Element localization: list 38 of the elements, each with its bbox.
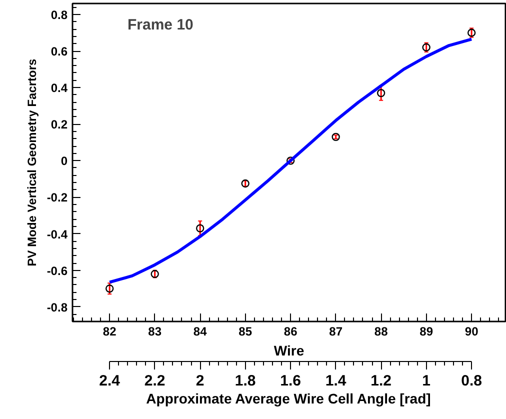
- x-tick-label: 90: [464, 324, 479, 338]
- y-tick-label: -0.2: [46, 190, 68, 205]
- x2-tick-label: 0.8: [461, 372, 482, 390]
- x-tick-label: 84: [193, 324, 208, 338]
- y-axis-title: PV Mode Vertical Geometry Facrtors: [24, 58, 39, 266]
- y-tick-label: -0.8: [46, 300, 68, 314]
- point: [376, 88, 386, 98]
- point: [286, 156, 295, 165]
- x-tick-label: 82: [102, 324, 117, 338]
- y-tick-label: 0.2: [50, 118, 68, 132]
- x-tick-label: 87: [329, 324, 343, 338]
- x2-tick-label: 1: [422, 372, 430, 390]
- x2-tick-label: 1.2: [370, 372, 392, 390]
- x2-tick-label: 1.6: [280, 372, 302, 390]
- point: [467, 28, 476, 37]
- x2-axis-title: Approximate Average Wire Cell Angle [rad]: [146, 390, 431, 406]
- point: [106, 284, 114, 293]
- y-tick-label: -0.6: [46, 264, 68, 278]
- x2-tick-label: 1.8: [234, 372, 256, 390]
- x-tick-label: 88: [374, 324, 388, 338]
- x2-tick-label: 1.4: [325, 372, 347, 390]
- x2-tick-label: 2.2: [144, 372, 166, 390]
- x-axis-title: Wire: [274, 342, 304, 358]
- x2-tick-label: 2.4: [99, 372, 121, 390]
- text: Frame 10: [128, 16, 194, 34]
- y-tick-label: 0.4: [50, 81, 68, 96]
- point: [332, 132, 340, 142]
- line-series: [108, 38, 474, 284]
- x-tick-label: 89: [420, 324, 434, 338]
- x-tick-label: 85: [238, 324, 252, 338]
- x2-tick-label: 2: [196, 372, 204, 390]
- y-tick-label: 0.8: [50, 8, 68, 22]
- y-tick-label: 0: [60, 154, 68, 168]
- y-tick-label: 0.6: [50, 44, 68, 59]
- x-tick-label: 86: [284, 324, 298, 338]
- point: [196, 224, 204, 232]
- x-tick-label: 83: [148, 324, 162, 338]
- y-tick-label: -0.4: [46, 227, 68, 242]
